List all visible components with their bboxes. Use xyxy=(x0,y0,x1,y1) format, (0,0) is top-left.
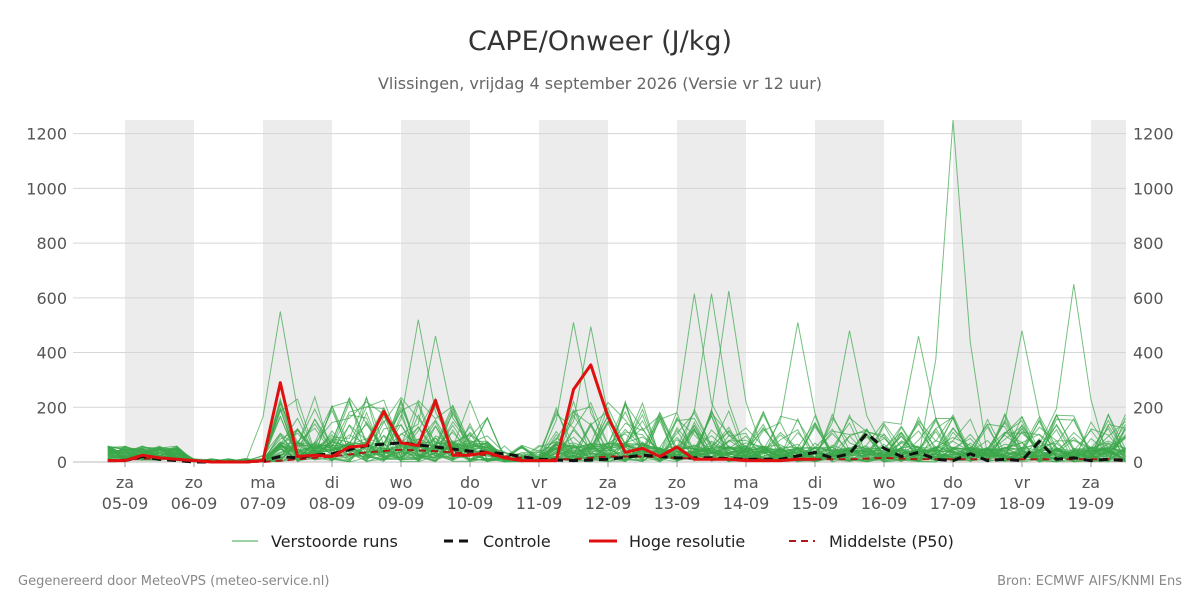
x-tick-day: do xyxy=(460,473,480,492)
x-tick-day: za xyxy=(599,473,617,492)
y-tick-label: 1000 xyxy=(1133,179,1174,198)
x-tick-day: ma xyxy=(733,473,758,492)
x-tick-day: do xyxy=(943,473,963,492)
x-tick-day: wo xyxy=(390,473,413,492)
legend-item-hires: Hoge resolutie xyxy=(589,532,745,551)
legend-label: Verstoorde runs xyxy=(271,532,398,551)
shaded-band xyxy=(125,120,194,462)
y-tick-label: 1000 xyxy=(26,179,67,198)
legend: Verstoorde runs Controle Hoge resolutie Mid… xyxy=(232,532,954,551)
x-axis: za 05-09 zo 06-09 ma 07-09 di 08-09 wo 09-09 do 10-… xyxy=(102,462,1115,513)
legend-item-ensemble: Verstoorde runs xyxy=(232,532,398,551)
x-tick-day: wo xyxy=(873,473,896,492)
y-tick-label: 0 xyxy=(1133,453,1143,472)
legend-label: Middelste (P50) xyxy=(829,532,954,551)
x-tick-day: di xyxy=(808,473,823,492)
y-tick-label: 800 xyxy=(1133,234,1164,253)
y-axis-right: 0 200 400 600 800 1000 1200 xyxy=(1133,125,1174,472)
x-tick-day: zo xyxy=(668,473,686,492)
ensemble-run-line xyxy=(107,397,1126,463)
x-tick-day: ma xyxy=(250,473,275,492)
y-axis-left: 0 200 400 600 800 1000 1200 xyxy=(26,125,67,472)
legend-label: Hoge resolutie xyxy=(629,532,745,551)
x-tick-date: 11-09 xyxy=(516,494,563,513)
x-tick-day: zo xyxy=(185,473,203,492)
x-tick-date: 17-09 xyxy=(930,494,977,513)
x-tick-date: 14-09 xyxy=(723,494,770,513)
shaded-band xyxy=(953,120,1022,462)
hoge-resolutie-line xyxy=(107,363,815,464)
ensemble-run-line xyxy=(107,423,1126,463)
x-tick-day: za xyxy=(1082,473,1100,492)
chart-title: CAPE/Onweer (J/kg) xyxy=(468,26,732,57)
x-tick-date: 05-09 xyxy=(102,494,149,513)
median-p50-line xyxy=(107,448,1126,463)
y-tick-label: 600 xyxy=(36,289,67,308)
x-tick-date: 07-09 xyxy=(240,494,287,513)
y-tick-label: 200 xyxy=(1133,398,1164,417)
legend-label: Controle xyxy=(483,532,551,551)
shaded-band xyxy=(1091,120,1126,462)
shaded-band xyxy=(815,120,884,462)
footer-right: Bron: ECMWF AIFS/KNMI Ens xyxy=(997,574,1182,589)
y-tick-label: 1200 xyxy=(1133,125,1174,144)
y-tick-label: 400 xyxy=(1133,344,1164,363)
y-tick-label: 200 xyxy=(36,398,67,417)
x-tick-date: 15-09 xyxy=(792,494,839,513)
legend-item-controle: Controle xyxy=(444,532,551,551)
x-tick-day: vr xyxy=(1014,473,1030,492)
ensemble-run-line xyxy=(107,397,1126,463)
x-tick-day: za xyxy=(116,473,134,492)
x-tick-date: 18-09 xyxy=(999,494,1046,513)
x-tick-date: 10-09 xyxy=(447,494,494,513)
x-tick-date: 09-09 xyxy=(378,494,425,513)
chart-subtitle: Vlissingen, vrijdag 4 september 2026 (Ve… xyxy=(378,74,822,93)
x-tick-date: 19-09 xyxy=(1068,494,1115,513)
x-tick-day: di xyxy=(325,473,340,492)
footer-left: Gegenereerd door MeteoVPS (meteo-service… xyxy=(18,574,329,589)
x-tick-date: 08-09 xyxy=(309,494,356,513)
y-tick-label: 1200 xyxy=(26,125,67,144)
x-tick-date: 12-09 xyxy=(585,494,632,513)
x-tick-date: 16-09 xyxy=(861,494,908,513)
x-tick-date: 06-09 xyxy=(171,494,218,513)
x-tick-day: vr xyxy=(531,473,547,492)
shaded-band xyxy=(539,120,608,462)
y-tick-label: 800 xyxy=(36,234,67,253)
y-tick-label: 400 xyxy=(36,344,67,363)
legend-item-median: Middelste (P50) xyxy=(789,532,954,551)
main-series xyxy=(107,363,1126,464)
y-tick-label: 0 xyxy=(57,453,67,472)
y-tick-label: 600 xyxy=(1133,289,1164,308)
weekend-bands xyxy=(125,120,1126,462)
ensemble-run-line xyxy=(107,402,1126,464)
x-tick-date: 13-09 xyxy=(654,494,701,513)
shaded-band xyxy=(677,120,746,462)
